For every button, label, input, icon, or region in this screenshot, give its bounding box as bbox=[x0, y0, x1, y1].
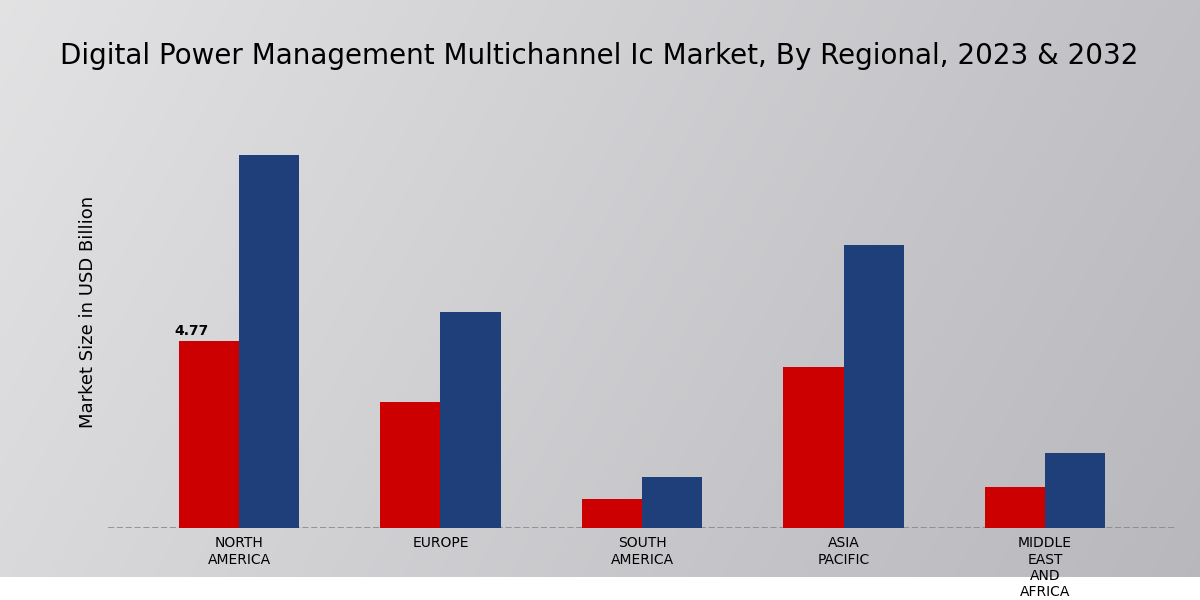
Bar bbox=[582, 499, 642, 528]
Text: 4.77: 4.77 bbox=[174, 324, 209, 338]
Bar bbox=[380, 403, 440, 528]
Text: Digital Power Management Multichannel Ic Market, By Regional, 2023 & 2032: Digital Power Management Multichannel Ic… bbox=[60, 42, 1139, 70]
Bar bbox=[179, 341, 239, 528]
Bar bbox=[239, 155, 300, 528]
Bar bbox=[984, 487, 1045, 528]
Bar bbox=[440, 312, 500, 528]
Bar bbox=[642, 477, 702, 528]
Bar bbox=[784, 367, 844, 528]
Bar bbox=[1045, 454, 1105, 528]
Bar bbox=[844, 245, 904, 528]
Y-axis label: Market Size in USD Billion: Market Size in USD Billion bbox=[79, 196, 97, 428]
